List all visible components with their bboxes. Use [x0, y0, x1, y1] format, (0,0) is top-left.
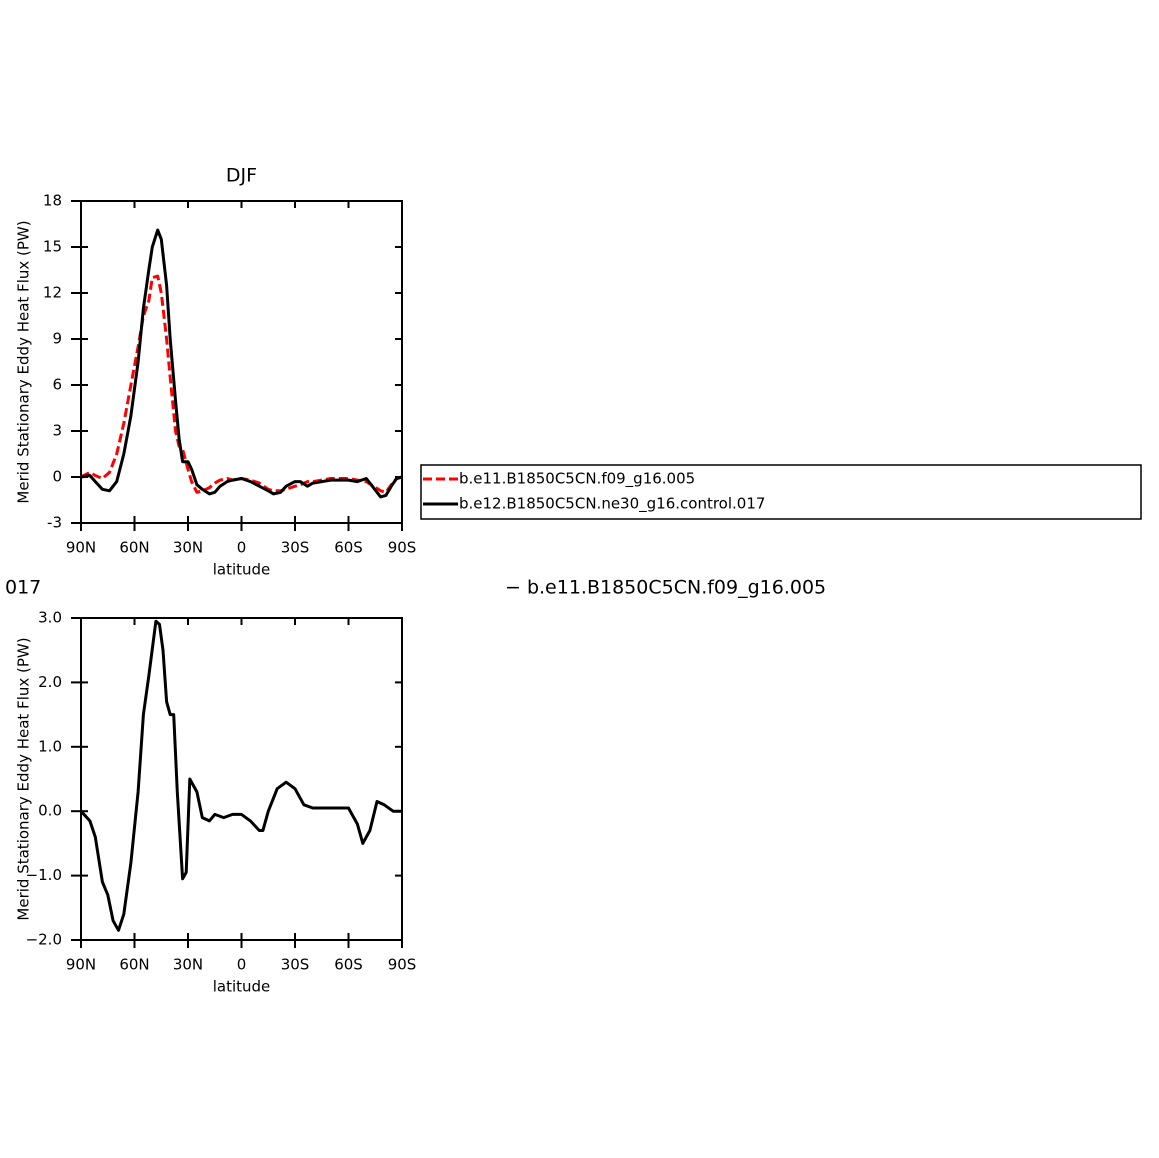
- chart-title: DJF: [226, 165, 257, 187]
- y-tick-label: 12: [43, 284, 62, 302]
- y-tick-label: 6: [52, 376, 62, 394]
- x-tick-label: 30N: [173, 956, 203, 974]
- y-tick-label: 0.0: [38, 802, 62, 820]
- y-axis-label: Merid Stationary Eddy Heat Flux (PW): [15, 637, 33, 920]
- y-tick-label: 15: [43, 238, 62, 256]
- legend-label: b.e12.B1850C5CN.ne30_g16.control.017: [459, 495, 765, 514]
- y-tick-label: 9: [52, 330, 62, 348]
- y-tick-label: -3: [47, 514, 62, 532]
- series-line: [80, 228, 403, 499]
- plot-frame: [80, 200, 403, 524]
- series-line: [80, 274, 403, 494]
- x-tick-label: 60N: [119, 956, 149, 974]
- x-tick-label: 30S: [281, 956, 310, 974]
- plot-frame: [80, 617, 403, 941]
- x-axis-label: latitude: [213, 978, 271, 996]
- x-tick-label: 30N: [173, 539, 203, 557]
- x-tick-label: 90S: [388, 539, 417, 557]
- x-tick-label: 60S: [334, 539, 363, 557]
- x-tick-label: 90N: [66, 539, 96, 557]
- y-label-clip: Merid Stationary Eddy Heat Flux (PW): [15, 637, 33, 920]
- series-line: [79, 619, 402, 932]
- y-axis-label: Merid Stationary Eddy Heat Flux (PW): [15, 220, 33, 503]
- chart-title-fragment: 017: [5, 577, 41, 599]
- x-tick-label: 30S: [281, 539, 310, 557]
- y-tick-label: 3.0: [38, 609, 62, 627]
- x-tick-label: 0: [237, 956, 247, 974]
- x-tick-label: 60N: [119, 539, 149, 557]
- y-tick-label: 0: [52, 468, 62, 486]
- x-tick-label: 0: [237, 539, 247, 557]
- chart-title-fragment: − b.e11.B1850C5CN.f09_g16.005: [505, 577, 826, 599]
- x-tick-label: 60S: [334, 956, 363, 974]
- y-tick-label: 18: [43, 192, 62, 210]
- x-axis-label: latitude: [213, 561, 271, 579]
- x-tick-label: 90S: [388, 956, 417, 974]
- legend-box: [420, 464, 1142, 520]
- y-tick-label: 3: [52, 422, 62, 440]
- x-tick-label: 90N: [66, 956, 96, 974]
- y-label-clip: Merid Stationary Eddy Heat Flux (PW): [15, 220, 33, 503]
- y-tick-label: 2.0: [38, 673, 62, 691]
- y-tick-label: −1.0: [26, 866, 62, 884]
- y-tick-label: 1.0: [38, 737, 62, 755]
- y-tick-label: −2.0: [26, 931, 62, 949]
- legend-label: b.e11.B1850C5CN.f09_g16.005: [459, 470, 695, 489]
